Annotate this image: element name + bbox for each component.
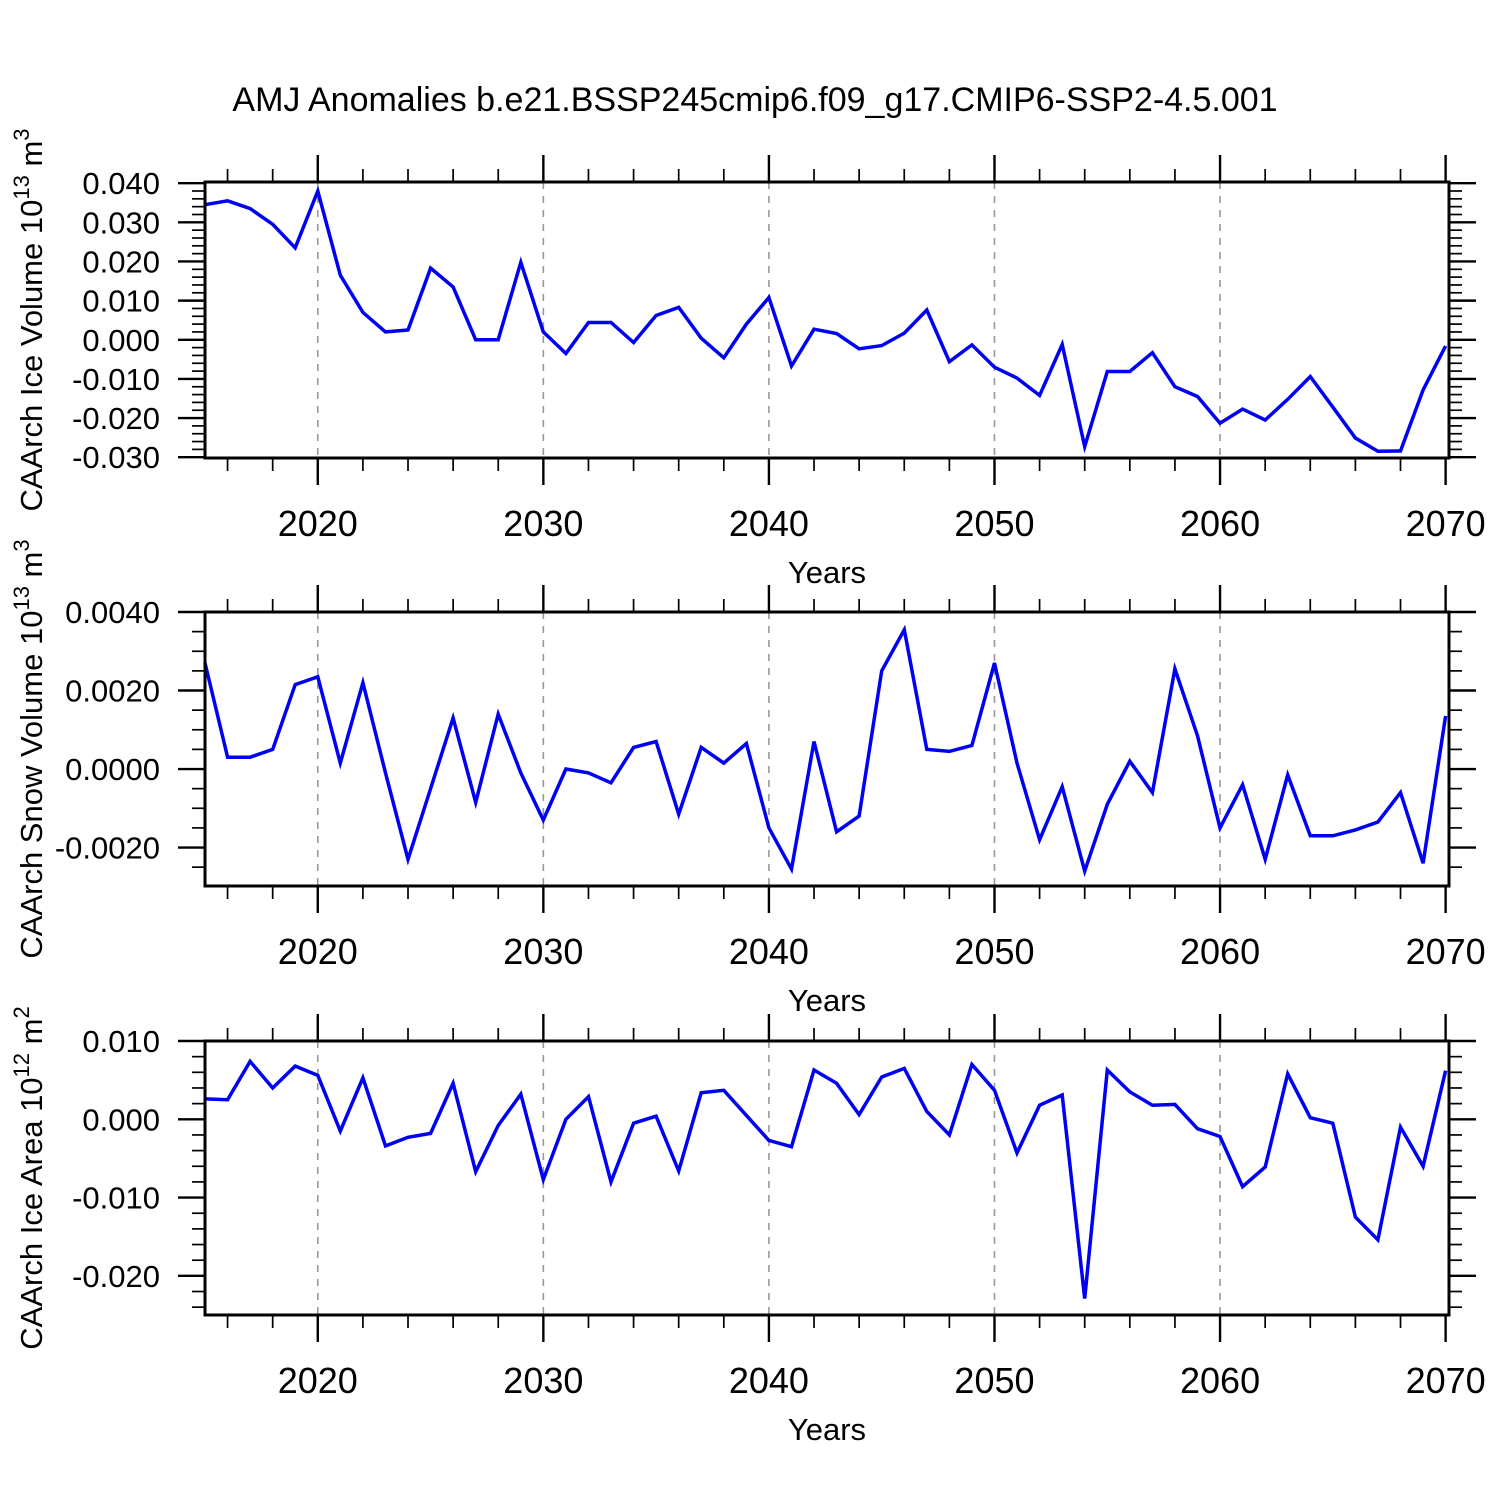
svg-text:0.010: 0.010 [82, 284, 160, 319]
svg-text:2020: 2020 [278, 503, 358, 544]
svg-text:-0.030: -0.030 [72, 440, 160, 475]
y-axis-label: CAArch Ice Area 1012 m2 [9, 1006, 49, 1349]
x-axis-label: Years [788, 983, 866, 1018]
data-line [203, 624, 1448, 878]
svg-text:0.000: 0.000 [82, 1102, 160, 1137]
x-axis-label: Years [788, 555, 866, 590]
svg-text:-0.010: -0.010 [72, 1181, 160, 1216]
y-axis-label: CAArch Snow Volume 1013 m3 [9, 539, 49, 958]
data-line [204, 185, 1448, 454]
chart-title: AMJ Anomalies b.e21.BSSP245cmip6.f09_g17… [232, 81, 1278, 119]
svg-text:2070: 2070 [1406, 503, 1486, 544]
svg-text:2020: 2020 [278, 1360, 358, 1401]
svg-text:0.0000: 0.0000 [65, 752, 160, 787]
svg-text:-0.020: -0.020 [72, 1259, 160, 1294]
svg-text:-0.020: -0.020 [72, 401, 160, 436]
svg-text:0.030: 0.030 [82, 205, 160, 240]
svg-text:0.020: 0.020 [82, 244, 160, 279]
y-axis-label: CAArch Ice Volume 1013 m3 [9, 128, 49, 511]
panel-0: 2020 2030 2040 2050 2060 2070 0.040 0.030 0.020 0… [9, 128, 1486, 590]
svg-text:2060: 2060 [1180, 503, 1260, 544]
svg-text:0.0020: 0.0020 [65, 674, 160, 709]
svg-text:-0.0020: -0.0020 [55, 831, 160, 866]
svg-text:2040: 2040 [729, 503, 809, 544]
svg-text:0.000: 0.000 [82, 323, 160, 358]
svg-text:0.010: 0.010 [82, 1024, 160, 1059]
panel-2: 2020 2030 2040 2050 2060 2070 0.010 0.000 -0.010… [9, 1006, 1486, 1447]
x-axis-label: Years [788, 1412, 866, 1447]
svg-text:2040: 2040 [729, 1360, 809, 1401]
svg-text:0.0040: 0.0040 [65, 595, 160, 630]
data-line [204, 1058, 1448, 1299]
panel-1: 2020 2030 2040 2050 2060 2070 0.0040 0.0020 0.00… [9, 539, 1486, 1018]
svg-text:2030: 2030 [503, 1360, 583, 1401]
svg-text:2030: 2030 [503, 503, 583, 544]
svg-text:2060: 2060 [1180, 1360, 1260, 1401]
svg-text:2060: 2060 [1180, 931, 1260, 972]
svg-text:2050: 2050 [954, 1360, 1034, 1401]
svg-text:2070: 2070 [1406, 1360, 1486, 1401]
svg-text:2020: 2020 [278, 931, 358, 972]
svg-text:2040: 2040 [729, 931, 809, 972]
svg-text:2030: 2030 [503, 931, 583, 972]
svg-text:-0.010: -0.010 [72, 362, 160, 397]
svg-text:2050: 2050 [954, 931, 1034, 972]
svg-text:2070: 2070 [1406, 931, 1486, 972]
svg-text:2050: 2050 [954, 503, 1034, 544]
svg-text:0.040: 0.040 [82, 166, 160, 201]
